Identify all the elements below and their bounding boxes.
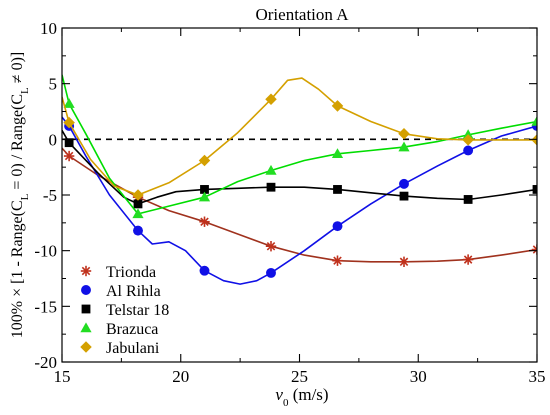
y-tick-label: 5	[49, 75, 58, 94]
legend-label: Brazuca	[106, 321, 158, 338]
y-axis-label: 100% × [1 - Range(CL = 0) / Range(CL ≠ 0…	[9, 52, 31, 338]
legend-label: Al Rihla	[106, 283, 161, 300]
legend-label: Jabulani	[106, 340, 160, 357]
y-axis-label-part-2: = 0) / Range(C	[9, 94, 26, 194]
series-line-jabulani	[62, 77, 537, 196]
data-point-trionda-2	[199, 216, 210, 227]
data-point-telstar-18-5	[399, 191, 409, 201]
y-axis-label-subscript-2: L	[19, 87, 31, 94]
y-tick-label: -15	[34, 297, 57, 316]
legend-item-jabulani: Jabulani	[80, 340, 160, 357]
series-line-trionda	[62, 147, 537, 263]
legend-marker	[80, 265, 92, 277]
data-point-jabulani-0	[63, 116, 75, 129]
x-axis-label-variable: v	[275, 385, 283, 404]
data-point-trionda-3	[265, 241, 277, 252]
legend-item-al-rihla: Al Rihla	[81, 283, 161, 300]
data-point-trionda-5	[398, 256, 410, 267]
x-tick-label: 35	[529, 367, 546, 386]
legend-marker	[80, 341, 92, 353]
y-tick-label: 0	[49, 130, 58, 149]
data-point-telstar-18-3	[266, 182, 276, 192]
data-point-al-rihla-2	[199, 265, 210, 276]
data-point-telstar-18-2	[200, 185, 209, 194]
data-point-al-rihla-3	[266, 267, 276, 278]
y-axis-label-part-1: 100% × [1 - Range(C	[9, 200, 26, 338]
legend: Trionda Al Rihla Telstar 18 Brazuca Jabulani	[80, 264, 169, 357]
data-point-trionda-4	[332, 255, 343, 266]
series-line-al-rihla	[62, 116, 537, 285]
data-point-brazuca-0	[63, 98, 75, 108]
data-point-telstar-18-7	[532, 185, 537, 194]
chart-title: Orientation A	[255, 5, 349, 24]
data-point-telstar-18-4	[333, 185, 342, 194]
data-point-jabulani-4	[331, 100, 344, 112]
x-tick-label: 20	[172, 367, 189, 386]
svg-text:100% × [1 - Range(CL = 0) / Ra: 100% × [1 - Range(CL = 0) / Range(CL ≠ 0…	[9, 52, 31, 338]
data-point-al-rihla-6	[463, 145, 474, 156]
legend-item-trionda: Trionda	[80, 264, 156, 281]
data-point-brazuca-3	[265, 164, 277, 175]
data-point-brazuca-2	[198, 191, 211, 202]
data-point-telstar-18-0	[64, 138, 74, 148]
data-point-brazuca-1	[132, 208, 144, 219]
legend-label: Telstar 18	[106, 302, 169, 319]
legend-item-telstar-18: Telstar 18	[81, 302, 169, 319]
x-tick-label: 15	[54, 367, 71, 386]
y-tick-label: 10	[40, 19, 57, 38]
data-point-jabulani-3	[265, 93, 277, 106]
data-point-brazuca-7	[531, 115, 537, 126]
legend-marker	[81, 285, 91, 295]
data-point-trionda-0	[63, 150, 75, 162]
x-tick-label: 30	[410, 367, 427, 386]
x-axis-label: v0 (m/s)	[275, 385, 328, 409]
x-axis-label-unit: (m/s)	[288, 385, 328, 404]
data-point-al-rihla-5	[399, 178, 409, 189]
data-point-al-rihla-4	[332, 221, 343, 232]
data-point-telstar-18-6	[463, 195, 473, 204]
data-point-trionda-6	[462, 254, 474, 265]
legend-label: Trionda	[106, 264, 156, 281]
x-axis-label-subscript: 0	[283, 397, 289, 409]
y-axis-label-part-3: ≠ 0)]	[9, 52, 26, 87]
data-point-jabulani-6	[462, 134, 474, 146]
legend-marker	[81, 304, 91, 314]
y-axis-label-subscript-1: L	[19, 193, 31, 200]
data-point-jabulani-2	[198, 154, 211, 167]
x-tick-label: 25	[291, 367, 308, 386]
data-point-jabulani-5	[398, 128, 410, 140]
legend-marker	[80, 322, 92, 333]
y-tick-label: -5	[43, 186, 57, 205]
y-tick-label: -20	[34, 353, 57, 372]
data-point-jabulani-7	[531, 134, 537, 146]
series-line-telstar-18	[62, 130, 537, 205]
data-point-brazuca-5	[398, 141, 410, 152]
y-tick-label: -10	[34, 242, 57, 261]
data-point-telstar-18-1	[133, 199, 143, 209]
data-point-brazuca-4	[331, 148, 344, 159]
axes: 15 20 25 30 35 10 5 0 -5 -10 -15 -20	[34, 19, 545, 386]
data-point-trionda-7	[531, 244, 537, 255]
plot-area	[62, 74, 537, 285]
data-point-jabulani-1	[132, 189, 144, 201]
data-point-al-rihla-1	[133, 225, 143, 236]
legend-item-brazuca: Brazuca	[80, 321, 158, 338]
